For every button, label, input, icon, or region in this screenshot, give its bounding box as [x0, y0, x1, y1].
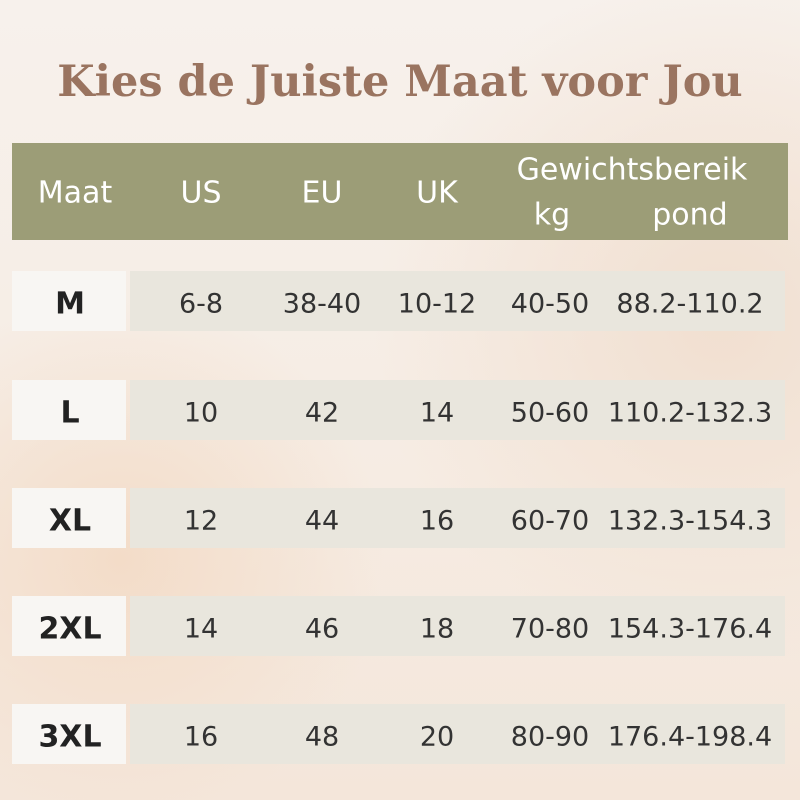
size-label: 3XL [38, 719, 102, 755]
column-header: US [180, 175, 222, 211]
column-header: Maat [37, 175, 113, 211]
column-group-header: Gewichtsbereik [516, 152, 748, 188]
size-label: L [60, 395, 80, 431]
cell-value: 20 [419, 721, 455, 753]
size-cell [12, 271, 126, 331]
column-header: kg [533, 197, 571, 233]
cell-value: 44 [304, 505, 340, 537]
table-header [12, 143, 788, 240]
cell-value: 46 [304, 613, 340, 645]
column-header: EU [301, 175, 343, 211]
column-header: pond [652, 197, 728, 233]
cell-value: 48 [304, 721, 340, 753]
cell-value: 6-8 [178, 288, 224, 320]
cell-value: 38-40 [282, 288, 362, 320]
cell-value: 88.2-110.2 [616, 288, 764, 320]
column-header: UK [416, 175, 458, 211]
cell-value: 154.3-176.4 [607, 613, 773, 645]
cell-value: 14 [419, 397, 455, 429]
size-cell [12, 380, 126, 440]
cell-value: 18 [419, 613, 455, 645]
row-cell [130, 380, 785, 440]
row-cell [130, 596, 785, 656]
cell-value: 42 [304, 397, 340, 429]
size-label: 2XL [38, 611, 102, 647]
size-label: M [55, 286, 85, 322]
cell-value: 10-12 [397, 288, 477, 320]
cell-value: 10 [183, 397, 219, 429]
title: Kies de Juiste Maat voor Jou [57, 57, 743, 107]
cell-value: 176.4-198.4 [607, 721, 773, 753]
size-cell [12, 704, 126, 764]
cell-value: 132.3-154.3 [607, 505, 773, 537]
row-cell [130, 704, 785, 764]
size-cell [12, 596, 126, 656]
cell-value: 70-80 [510, 613, 590, 645]
cell-value: 14 [183, 613, 219, 645]
cell-value: 110.2-132.3 [607, 397, 773, 429]
row-cell [130, 488, 785, 548]
cell-value: 12 [183, 505, 219, 537]
cell-value: 40-50 [510, 288, 590, 320]
cell-value: 80-90 [510, 721, 590, 753]
row-cell [130, 271, 785, 331]
size-cell [12, 488, 126, 548]
cell-value: 50-60 [510, 397, 590, 429]
size-label: XL [48, 503, 92, 539]
cell-value: 60-70 [510, 505, 590, 537]
cell-value: 16 [419, 505, 455, 537]
cell-value: 16 [183, 721, 219, 753]
